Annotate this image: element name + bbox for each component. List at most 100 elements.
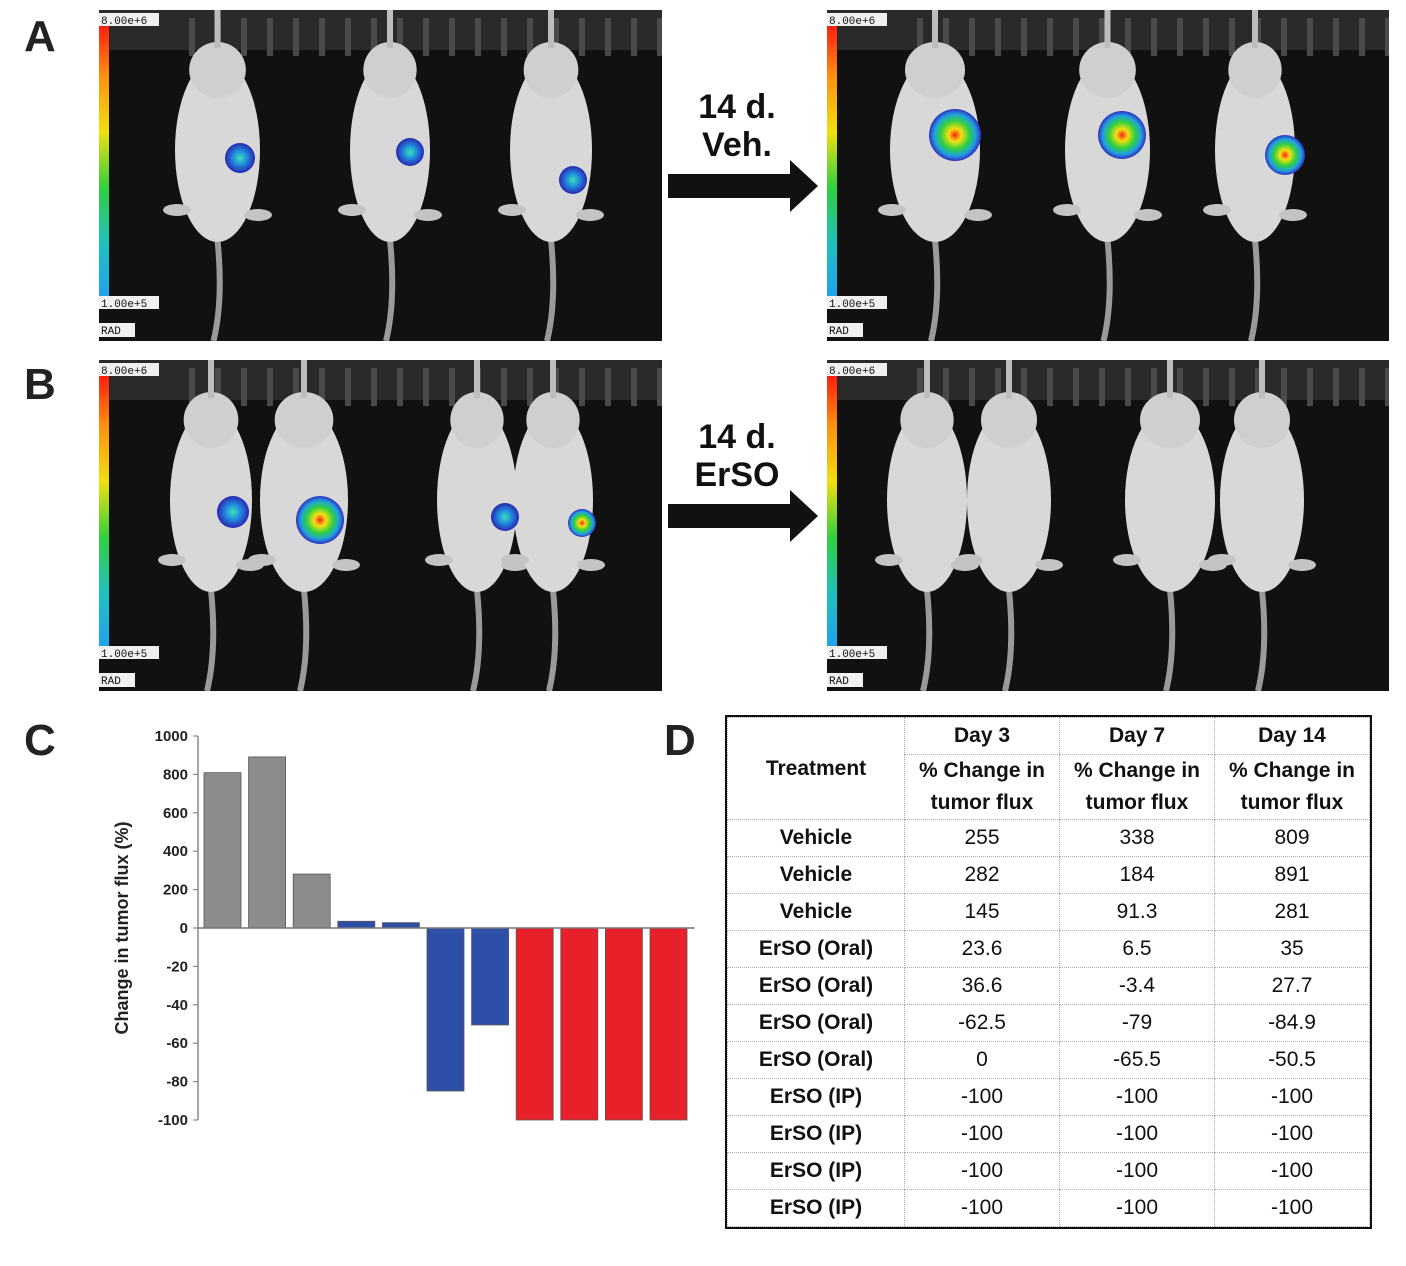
y-tick-label: 800 xyxy=(163,766,188,783)
value-cell: 184 xyxy=(1059,856,1215,894)
bar xyxy=(292,873,331,929)
y-tick-label: 1000 xyxy=(155,728,188,745)
scale-unit-label: RAD xyxy=(829,326,849,338)
image-a-before: 8.00e+6 1.00e+5 RAD xyxy=(99,10,662,341)
y-tick-label: -20 xyxy=(166,958,188,975)
scale-min-label: 1.00e+5 xyxy=(101,649,147,661)
scale-max-label: 8.00e+6 xyxy=(829,16,875,28)
value-cell: 891 xyxy=(1214,856,1370,894)
y-tick-label: -80 xyxy=(166,1074,188,1091)
treatment-cell: ErSO (IP) xyxy=(727,1189,905,1227)
value-cell: 6.5 xyxy=(1059,930,1215,968)
value-cell: -65.5 xyxy=(1059,1041,1215,1079)
value-cell: -100 xyxy=(1059,1152,1215,1190)
value-cell: 809 xyxy=(1214,819,1370,857)
sub-header: % Change in tumor flux xyxy=(1214,754,1370,820)
bar xyxy=(337,920,376,929)
y-tick-label: -60 xyxy=(166,1035,188,1052)
y-tick-label: -40 xyxy=(166,997,188,1014)
value-cell: -3.4 xyxy=(1059,967,1215,1005)
panel-letter-c: C xyxy=(24,716,56,765)
sub-header-line2: tumor flux xyxy=(1085,791,1189,814)
bar xyxy=(560,927,599,1121)
arrow-b-label-line2: ErSO xyxy=(694,456,780,494)
value-cell: -100 xyxy=(1059,1189,1215,1227)
arrow-b-label-line1: 14 d. xyxy=(698,418,776,456)
table-row: ErSO (IP) -100 -100 -100 xyxy=(727,1115,1370,1153)
y-tick-label: -100 xyxy=(158,1112,188,1129)
treatment-cell: Vehicle xyxy=(727,819,905,857)
y-tick-label: 200 xyxy=(163,882,188,899)
table-row: ErSO (Oral) 23.6 6.5 35 xyxy=(727,930,1370,968)
y-tick-label: 0 xyxy=(180,920,188,937)
bar xyxy=(649,927,688,1121)
value-cell: -84.9 xyxy=(1214,1004,1370,1042)
value-cell: 338 xyxy=(1059,819,1215,857)
value-cell: -100 xyxy=(1059,1115,1215,1153)
value-cell: 145 xyxy=(904,893,1060,931)
tumor-flux-table: Treatment Day 3 Day 7 Day 14 % Change in… xyxy=(725,715,1372,1229)
treatment-header: Treatment xyxy=(727,717,905,820)
table-row: ErSO (IP) -100 -100 -100 xyxy=(727,1189,1370,1227)
treatment-cell: Vehicle xyxy=(727,893,905,931)
value-cell: -62.5 xyxy=(904,1004,1060,1042)
value-cell: 91.3 xyxy=(1059,893,1215,931)
image-b-after: 8.00e+6 1.00e+5 RAD xyxy=(827,360,1389,691)
value-cell: -100 xyxy=(904,1115,1060,1153)
panel-letter-a: A xyxy=(24,12,56,61)
panel-letter-b: B xyxy=(24,360,56,409)
value-cell: -50.5 xyxy=(1214,1041,1370,1079)
value-cell: -100 xyxy=(1214,1152,1370,1190)
scale-unit-label: RAD xyxy=(101,676,121,688)
sub-header-line1: % Change in xyxy=(1228,759,1355,782)
bar xyxy=(381,922,420,929)
value-cell: -100 xyxy=(1214,1115,1370,1153)
value-cell: -100 xyxy=(904,1152,1060,1190)
scale-max-label: 8.00e+6 xyxy=(829,366,875,378)
image-b-before: 8.00e+6 1.00e+5 RAD xyxy=(99,360,662,691)
table-row: Vehicle 282 184 891 xyxy=(727,856,1370,894)
table-row: Vehicle 255 338 809 xyxy=(727,819,1370,857)
bar xyxy=(248,756,287,929)
y-tick-label: 600 xyxy=(163,805,188,822)
value-cell: -100 xyxy=(1214,1078,1370,1116)
bar xyxy=(426,927,465,1092)
value-cell: 23.6 xyxy=(904,930,1060,968)
table-row: ErSO (Oral) 0 -65.5 -50.5 xyxy=(727,1041,1370,1079)
value-cell: 0 xyxy=(904,1041,1060,1079)
arrow-a-label: 14 d. Veh. xyxy=(672,88,802,164)
tumor-flux-bar-chart: 1000 800 600 400 200 0 -20 -40 -60 -80 -100 Change … xyxy=(112,728,695,1129)
value-cell: -100 xyxy=(1059,1078,1215,1116)
arrow-a-label-line2: Veh. xyxy=(702,126,772,164)
value-cell: -100 xyxy=(904,1189,1060,1227)
sub-header-line1: % Change in xyxy=(1073,759,1200,782)
scale-unit-label: RAD xyxy=(829,676,849,688)
table-row: ErSO (IP) -100 -100 -100 xyxy=(727,1078,1370,1116)
scale-min-label: 1.00e+5 xyxy=(829,649,875,661)
sub-header-line1: % Change in xyxy=(918,759,1045,782)
day-header: Day 14 xyxy=(1214,717,1370,755)
day-header: Day 7 xyxy=(1059,717,1215,755)
sub-header-line2: tumor flux xyxy=(930,791,1034,814)
value-cell: 255 xyxy=(904,819,1060,857)
treatment-cell: Vehicle xyxy=(727,856,905,894)
value-cell: 35 xyxy=(1214,930,1370,968)
value-cell: -100 xyxy=(904,1078,1060,1116)
y-axis-title: Change in tumor flux (%) xyxy=(112,822,132,1035)
bar xyxy=(203,772,242,929)
arrow-b-label: 14 d. ErSO xyxy=(672,418,802,494)
table-row: ErSO (IP) -100 -100 -100 xyxy=(727,1152,1370,1190)
treatment-cell: ErSO (Oral) xyxy=(727,930,905,968)
treatment-cell: ErSO (Oral) xyxy=(727,1004,905,1042)
scale-min-label: 1.00e+5 xyxy=(101,299,147,311)
sub-header: % Change in tumor flux xyxy=(1059,754,1215,820)
image-a-after: 8.00e+6 1.00e+5 RAD xyxy=(827,10,1389,341)
table-row: Vehicle 145 91.3 281 xyxy=(727,893,1370,931)
sub-header: % Change in tumor flux xyxy=(904,754,1060,820)
value-cell: 282 xyxy=(904,856,1060,894)
value-cell: 36.6 xyxy=(904,967,1060,1005)
value-cell: -79 xyxy=(1059,1004,1215,1042)
scale-max-label: 8.00e+6 xyxy=(101,16,147,28)
treatment-cell: ErSO (Oral) xyxy=(727,967,905,1005)
arrow-a-label-line1: 14 d. xyxy=(698,88,776,126)
